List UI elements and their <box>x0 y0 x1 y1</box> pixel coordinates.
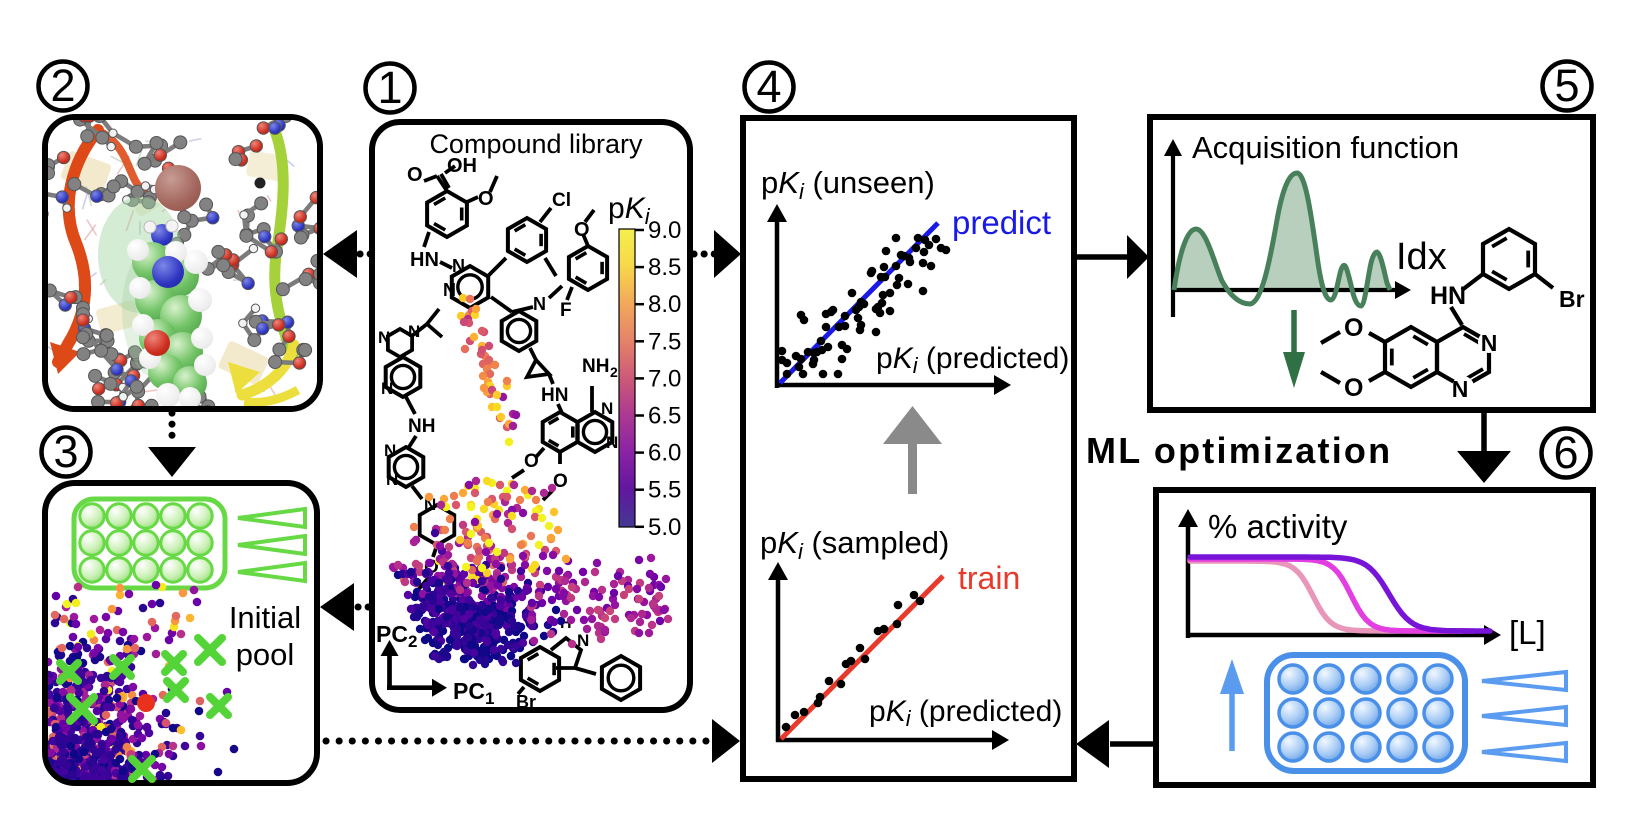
svg-text:N: N <box>408 322 420 341</box>
svg-text:O: O <box>1344 314 1363 342</box>
svg-text:HN: HN <box>1430 282 1466 310</box>
svg-text:1: 1 <box>377 62 402 113</box>
svg-text:O: O <box>1344 374 1363 402</box>
svg-text:predict: predict <box>952 204 1051 241</box>
svg-text:pKi (predicted): pKi (predicted) <box>869 695 1062 731</box>
svg-text:N: N <box>606 433 618 452</box>
svg-text:7.0: 7.0 <box>648 365 681 392</box>
svg-text:O: O <box>553 471 568 492</box>
svg-text:8.0: 8.0 <box>648 291 681 318</box>
svg-text:O: O <box>407 164 423 186</box>
svg-text:5: 5 <box>1554 60 1579 111</box>
svg-text:O: O <box>524 451 539 472</box>
svg-text:N: N <box>452 256 465 276</box>
svg-text:9.0: 9.0 <box>648 217 681 244</box>
svg-text:Idx: Idx <box>1396 236 1447 278</box>
svg-text:pKi (predicted): pKi (predicted) <box>876 342 1069 378</box>
svg-text:Br: Br <box>1559 286 1585 312</box>
svg-text:3: 3 <box>53 426 78 477</box>
svg-text:N: N <box>381 379 393 398</box>
svg-text:N: N <box>378 328 390 347</box>
svg-text:pool: pool <box>236 637 295 672</box>
svg-text:2: 2 <box>610 364 618 380</box>
svg-text:[L]: [L] <box>1509 614 1546 651</box>
svg-text:NH: NH <box>408 416 435 437</box>
svg-text:HN: HN <box>410 249 439 271</box>
svg-text:N: N <box>386 470 398 489</box>
svg-text:OH: OH <box>447 155 477 177</box>
svg-text:pKi: pKi <box>608 192 651 229</box>
svg-text:7.5: 7.5 <box>648 328 681 355</box>
svg-text:2: 2 <box>50 60 75 111</box>
svg-text:N: N <box>384 441 396 460</box>
svg-text:train: train <box>958 560 1020 596</box>
svg-text:Initial: Initial <box>229 600 301 635</box>
svg-text:4: 4 <box>756 61 781 112</box>
svg-text:N: N <box>1481 330 1498 356</box>
svg-text:Compound library: Compound library <box>429 129 643 159</box>
svg-text:Br: Br <box>516 692 536 712</box>
svg-text:Cl: Cl <box>552 190 571 211</box>
svg-text:5.5: 5.5 <box>648 477 681 504</box>
svg-text:Acquisition function: Acquisition function <box>1192 130 1459 165</box>
svg-text:8.5: 8.5 <box>648 254 681 281</box>
svg-text:H: H <box>560 615 572 632</box>
svg-text:N: N <box>601 399 613 418</box>
svg-text:N: N <box>1452 376 1469 402</box>
svg-text:HN: HN <box>541 385 568 406</box>
svg-text:pKi (unseen): pKi (unseen) <box>761 165 935 204</box>
svg-text:F: F <box>560 300 572 321</box>
svg-text:5.0: 5.0 <box>648 514 681 541</box>
svg-text:NH: NH <box>582 356 609 377</box>
svg-text:6.5: 6.5 <box>648 403 681 430</box>
svg-text:6: 6 <box>1553 427 1578 478</box>
svg-text:ML optimization: ML optimization <box>1086 430 1392 471</box>
svg-text:O: O <box>478 188 494 210</box>
svg-text:% activity: % activity <box>1208 508 1348 545</box>
svg-text:6.0: 6.0 <box>648 440 681 467</box>
svg-text:N: N <box>443 280 456 300</box>
svg-text:N: N <box>533 294 546 314</box>
svg-text:N: N <box>577 631 589 650</box>
svg-text:pKi (sampled): pKi (sampled) <box>760 525 949 564</box>
svg-text:O: O <box>574 219 590 241</box>
